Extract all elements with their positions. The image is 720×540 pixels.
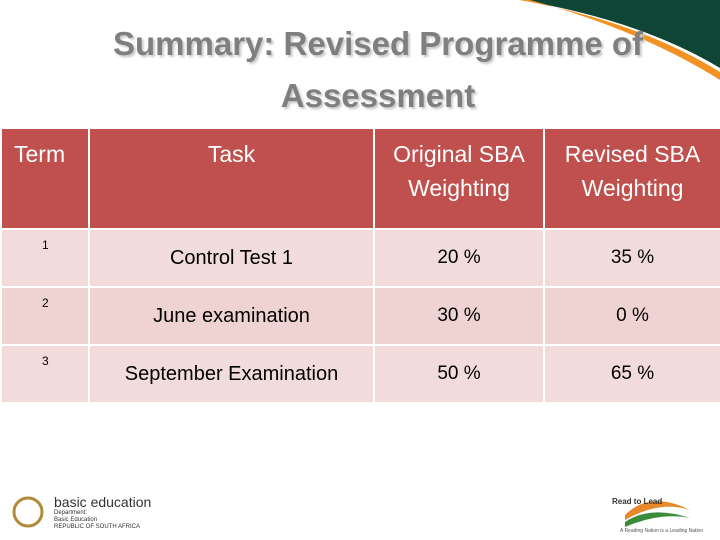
table-cell: 3 — [0, 344, 90, 404]
title: Summary: Revised Programme of Assessment — [112, 25, 643, 114]
table-row: 3 September Examination 50 % 65 % — [0, 344, 720, 404]
table-cell: 0 % — [543, 286, 720, 346]
table-cell: 1 — [0, 228, 90, 288]
table-cell: 50 % — [373, 344, 545, 404]
header-cell: Term — [0, 127, 90, 230]
table-row: 2 June examination 30 % 0 % — [0, 286, 720, 346]
logo-line: REPUBLIC OF SOUTH AFRICA — [54, 524, 141, 530]
header-cell: Revised SBA Weighting — [543, 127, 720, 230]
table-cell: September Examination — [88, 344, 375, 404]
table: Term Task Original SBA Weighting Revised SB… — [0, 127, 720, 404]
slogan: A Reading Nation is a Leading Nation — [620, 528, 704, 534]
logo-name: basic education — [54, 494, 152, 510]
corner-shape — [520, 0, 720, 68]
table-cell: Control Test 1 — [88, 228, 375, 288]
table-cell: June examination — [88, 286, 375, 346]
table-cell: 20 % — [373, 228, 545, 288]
table-cell: 30 % — [373, 286, 545, 346]
table-row: 1 Control Test 1 20 % 35 % — [0, 228, 720, 288]
logo-line: Basic Education — [54, 517, 98, 523]
table-cell: 35 % — [543, 228, 720, 288]
book-arc — [625, 512, 690, 527]
crest — [12, 496, 44, 528]
book-arc — [625, 501, 690, 520]
left-logo: basic education Department: Basic Educat… — [54, 494, 151, 531]
table-cell: 65 % — [543, 344, 720, 404]
table-cell: 2 — [0, 286, 90, 346]
header-cell: Original SBA Weighting — [373, 127, 545, 230]
right-logo: Read to Lead — [612, 497, 663, 506]
header-cell: Task — [88, 127, 375, 230]
logo-line: Department: — [54, 510, 88, 516]
